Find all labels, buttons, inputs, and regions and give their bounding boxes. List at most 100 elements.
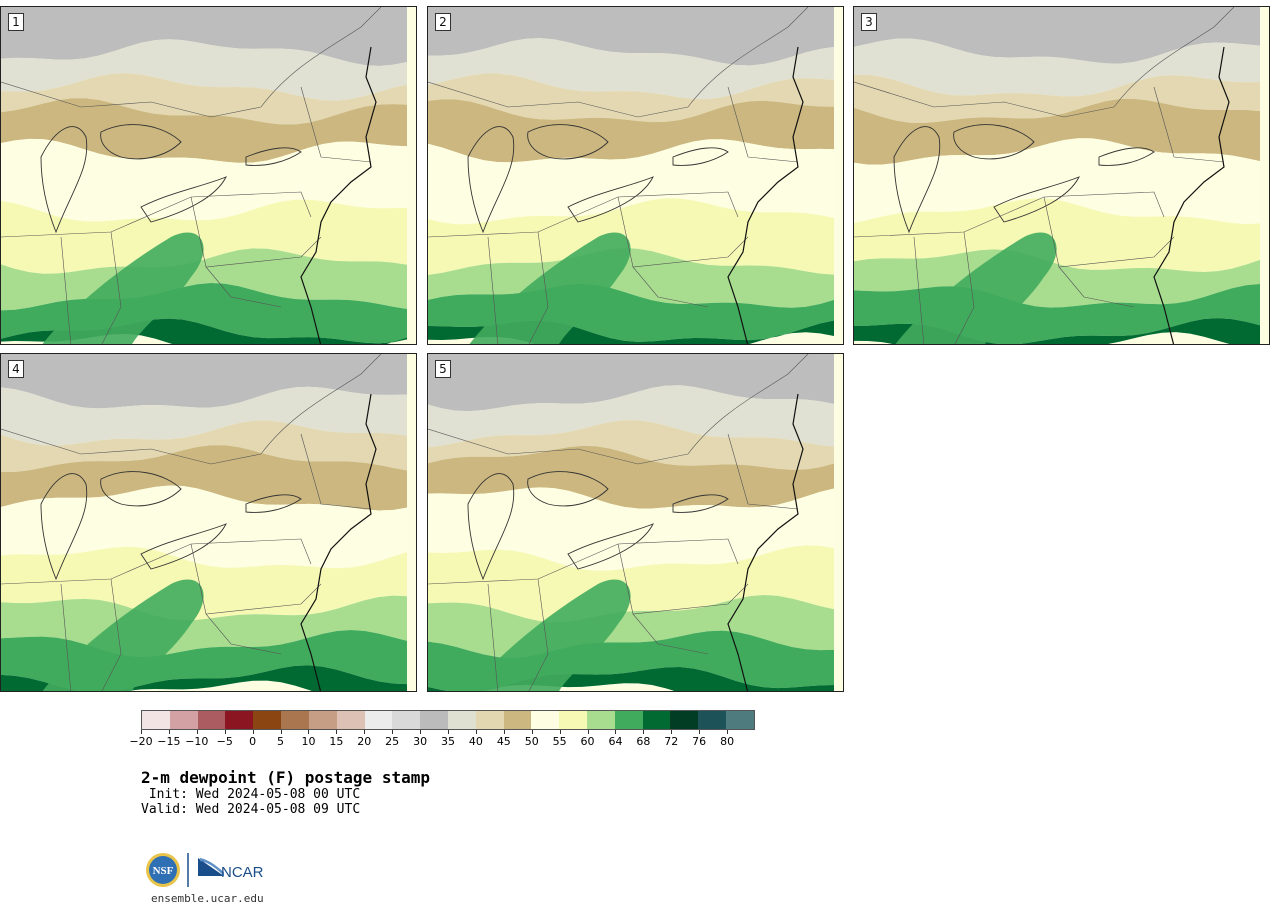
init-time: Init: Wed 2024-05-08 00 UTC bbox=[141, 787, 361, 802]
state-border bbox=[727, 433, 799, 510]
lake-outline bbox=[140, 176, 227, 223]
colorbar-tick-mark bbox=[587, 730, 589, 734]
moist-region bbox=[469, 579, 631, 691]
panel-number-4: 4 bbox=[8, 360, 24, 378]
moist-region bbox=[42, 579, 204, 691]
state-border bbox=[1058, 266, 1135, 308]
state-border bbox=[205, 266, 282, 308]
valid-time: Valid: Wed 2024-05-08 09 UTC bbox=[141, 802, 361, 817]
state-border bbox=[260, 354, 382, 455]
colorbar-swatch bbox=[169, 711, 198, 729]
state-border bbox=[913, 236, 925, 344]
dewpoint-band bbox=[1, 98, 407, 163]
state-border bbox=[954, 231, 975, 344]
dewpoint-band bbox=[1, 138, 407, 222]
colorbar-swatch bbox=[308, 711, 337, 729]
dewpoint-band bbox=[1, 354, 407, 409]
colorbar-swatch bbox=[142, 711, 170, 729]
state-border bbox=[727, 86, 799, 163]
state-border bbox=[687, 354, 809, 455]
state-border bbox=[1043, 196, 1175, 268]
state-border bbox=[528, 578, 549, 691]
state-border bbox=[1153, 86, 1225, 163]
colorbar-tick-label: 80 bbox=[720, 735, 735, 748]
coastline bbox=[300, 46, 377, 344]
dewpoint-band bbox=[854, 74, 1260, 123]
state-border bbox=[428, 81, 689, 118]
state-border bbox=[101, 578, 122, 691]
colorbar-tick-mark bbox=[699, 730, 701, 734]
state-border bbox=[1, 428, 262, 465]
panel-number-2: 2 bbox=[435, 13, 451, 31]
colorbar-tick-label: −20 bbox=[129, 735, 153, 748]
dewpoint-band bbox=[854, 38, 1260, 97]
colorbar-swatch bbox=[559, 711, 587, 729]
ncar-logo-text: NCAR bbox=[221, 864, 264, 881]
nsf-logo-icon: NSF bbox=[146, 853, 180, 887]
dewpoint-band bbox=[1, 485, 407, 569]
colorbar-tick-mark bbox=[475, 730, 477, 734]
colorbar-swatch bbox=[587, 711, 615, 729]
colorbar-ticks: −20 −15 −10 −5 0 5 10 15 20 25 30 35 40 45 50 55 60 64 68 7… bbox=[129, 730, 755, 750]
colorbar-tick-mark bbox=[727, 730, 729, 734]
colorbar-swatch bbox=[726, 711, 754, 729]
map-panel-1: 1 bbox=[0, 6, 417, 345]
colorbar-tick-label: 68 bbox=[636, 735, 651, 748]
dewpoint-band bbox=[428, 38, 834, 100]
state-border bbox=[487, 236, 499, 344]
dewpoint-map-2 bbox=[428, 7, 834, 344]
state-border bbox=[300, 433, 372, 510]
colorbar-tick-label: 5 bbox=[277, 735, 285, 748]
colorbar-tick-mark bbox=[224, 730, 226, 734]
panel-number-1: 1 bbox=[8, 13, 24, 31]
colorbar-tick-mark bbox=[531, 730, 533, 734]
lake-outline bbox=[527, 124, 609, 160]
lake-outline bbox=[245, 494, 302, 513]
state-border bbox=[190, 196, 322, 268]
coastline bbox=[727, 46, 804, 344]
colorbar-swatch bbox=[614, 711, 643, 729]
dewpoint-band bbox=[428, 198, 834, 276]
dewpoint-band bbox=[428, 7, 834, 66]
coastline bbox=[300, 393, 377, 691]
footer-url: ensemble.ucar.edu bbox=[151, 892, 264, 905]
colorbar-tick-mark bbox=[503, 730, 505, 734]
colorbar-tick-mark bbox=[643, 730, 645, 734]
dewpoint-band bbox=[854, 7, 1260, 64]
colorbar-swatch bbox=[670, 711, 699, 729]
lake-outline bbox=[467, 473, 515, 581]
dewpoint-band bbox=[1, 420, 407, 473]
panel-number-5: 5 bbox=[435, 360, 451, 378]
colorbar-tick-mark bbox=[168, 730, 170, 734]
colorbar-tick-label: −15 bbox=[157, 735, 181, 748]
colorbar-swatch bbox=[475, 711, 504, 729]
state-border bbox=[487, 583, 499, 691]
colorbar bbox=[141, 710, 755, 730]
colorbar-swatch bbox=[392, 711, 421, 729]
dewpoint-band bbox=[1, 445, 407, 511]
coastline bbox=[727, 393, 804, 691]
dewpoint-band bbox=[428, 248, 834, 308]
colorbar-tick-mark bbox=[392, 730, 394, 734]
state-border bbox=[190, 543, 322, 615]
dewpoint-map-4 bbox=[1, 354, 407, 691]
colorbar-tick-label: 64 bbox=[608, 735, 623, 748]
chart-title: 2-m dewpoint (F) postage stamp bbox=[141, 768, 430, 787]
state-border bbox=[687, 7, 809, 108]
moist-region bbox=[42, 232, 204, 344]
colorbar-tick-label: 40 bbox=[468, 735, 483, 748]
map-panel-3: 3 bbox=[853, 6, 1270, 345]
map-panel-5: 5 bbox=[427, 353, 844, 692]
colorbar-swatch bbox=[447, 711, 476, 729]
lake-outline bbox=[40, 473, 88, 581]
state-border bbox=[101, 231, 122, 344]
colorbar-tick-mark bbox=[448, 730, 449, 734]
colorbar-swatch bbox=[364, 711, 393, 729]
state-border bbox=[60, 236, 72, 344]
dewpoint-band bbox=[428, 420, 834, 470]
colorbar-swatch bbox=[642, 711, 671, 729]
colorbar-tick-label: −10 bbox=[185, 735, 209, 748]
lake-outline bbox=[893, 126, 941, 234]
state-border bbox=[1113, 7, 1235, 108]
dewpoint-band bbox=[1, 318, 407, 344]
